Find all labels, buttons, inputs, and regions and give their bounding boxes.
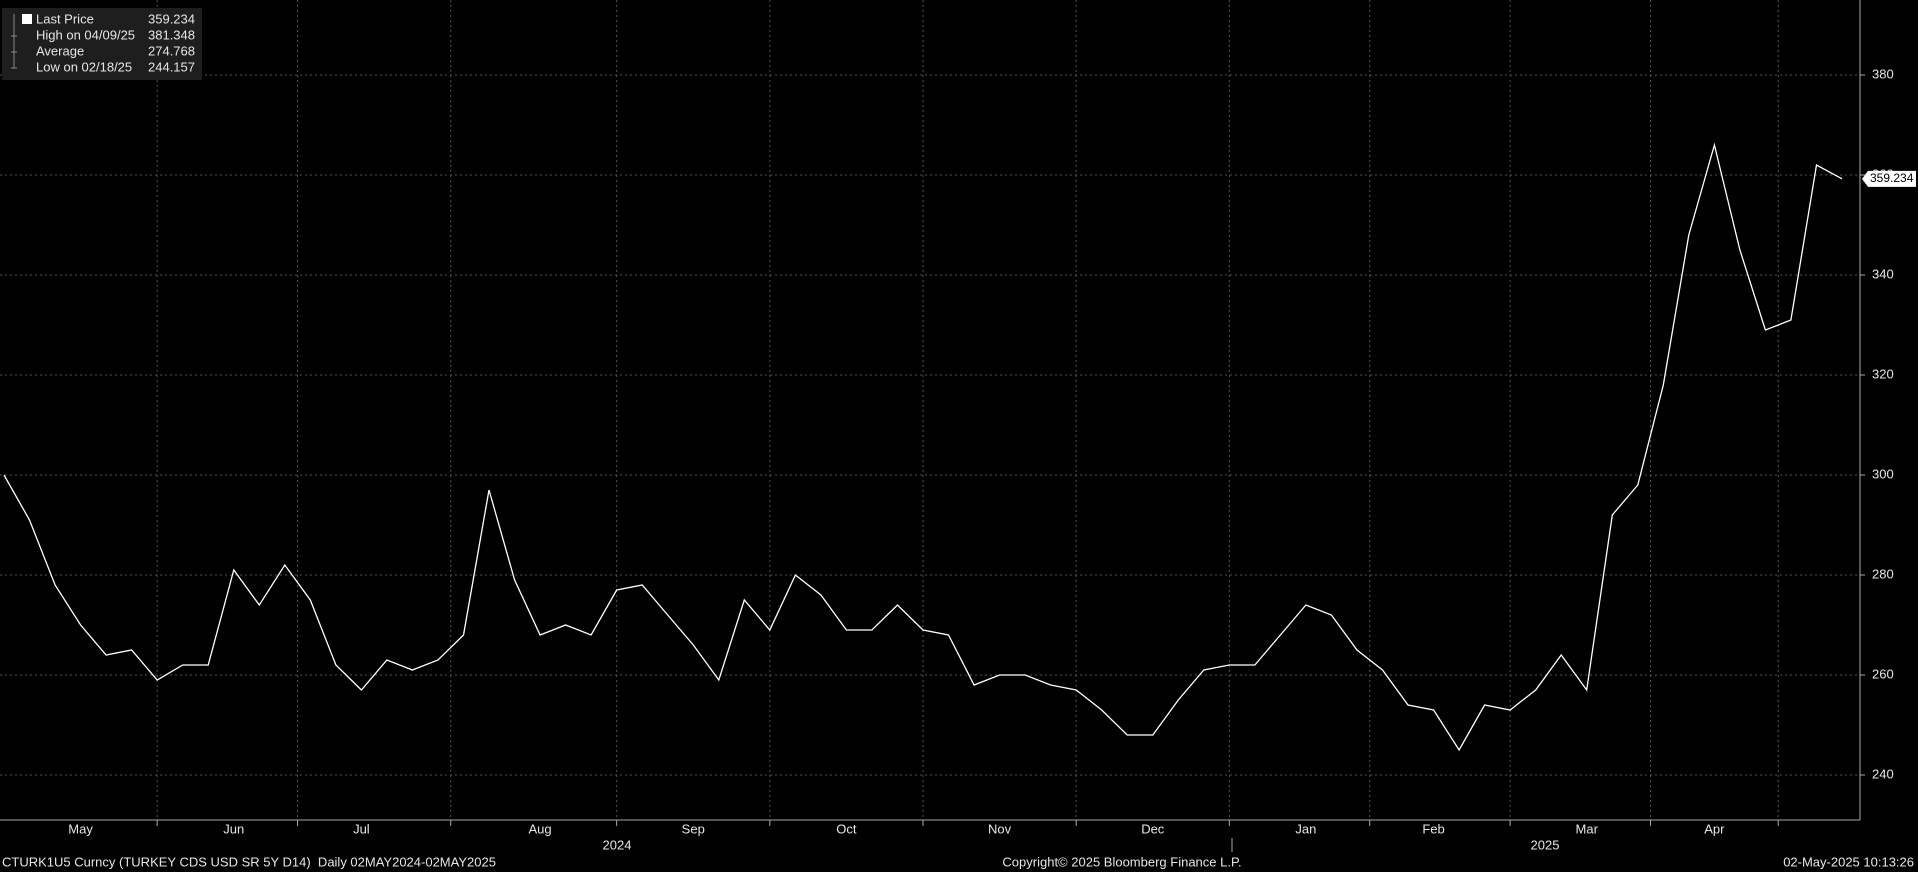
x-tick-label: Jun xyxy=(223,821,244,836)
x-tick-label: Mar xyxy=(1576,821,1599,836)
x-tick-label: Oct xyxy=(836,821,857,836)
legend-label: Average xyxy=(36,43,84,58)
legend-value: 244.157 xyxy=(148,59,195,74)
footer-right: 02-May-2025 10:13:26 xyxy=(1783,854,1914,869)
legend-label: Last Price xyxy=(36,11,94,26)
year-label: 2024 xyxy=(603,837,632,852)
legend-value: 274.768 xyxy=(148,43,195,58)
legend-label: Low on 02/18/25 xyxy=(36,59,132,74)
y-tick-label: 320 xyxy=(1872,366,1894,381)
legend-swatch xyxy=(22,14,32,24)
x-tick-label: Dec xyxy=(1141,821,1165,836)
legend-box xyxy=(2,8,202,80)
y-tick-label: 340 xyxy=(1872,266,1894,281)
legend-value: 381.348 xyxy=(148,27,195,42)
legend-tree xyxy=(11,14,17,69)
legend-label: High on 04/09/25 xyxy=(36,27,135,42)
footer-center: Copyright© 2025 Bloomberg Finance L.P. xyxy=(1002,854,1241,869)
legend-value: 359.234 xyxy=(148,11,195,26)
x-tick-label: Aug xyxy=(529,821,552,836)
footer-left: CTURK1U5 Curncy (TURKEY CDS USD SR 5Y D1… xyxy=(2,854,496,869)
x-tick-label: Sep xyxy=(682,821,705,836)
y-tick-label: 380 xyxy=(1872,66,1894,81)
plot: 240260280300320340360380MayJunJulAugSepO… xyxy=(0,0,1916,836)
x-tick-label: Jan xyxy=(1295,821,1316,836)
x-tick-label: Apr xyxy=(1704,821,1725,836)
x-tick-label: May xyxy=(68,821,93,836)
x-tick-label: Nov xyxy=(988,821,1012,836)
year-label: 2025 xyxy=(1531,837,1560,852)
y-tick-label: 300 xyxy=(1872,466,1894,481)
y-tick-label: 260 xyxy=(1872,666,1894,681)
x-tick-label: Jul xyxy=(353,821,370,836)
last-price-tag: 359.234 xyxy=(1870,171,1914,185)
legend: Last Price 359.234 High on 04/09/25 381.… xyxy=(2,8,202,80)
price-line xyxy=(3,142,1843,752)
y-tick-label: 240 xyxy=(1872,766,1894,781)
x-tick-label: Feb xyxy=(1422,821,1444,836)
y-tick-label: 280 xyxy=(1872,566,1894,581)
last-price-tag-box xyxy=(1862,170,1916,187)
